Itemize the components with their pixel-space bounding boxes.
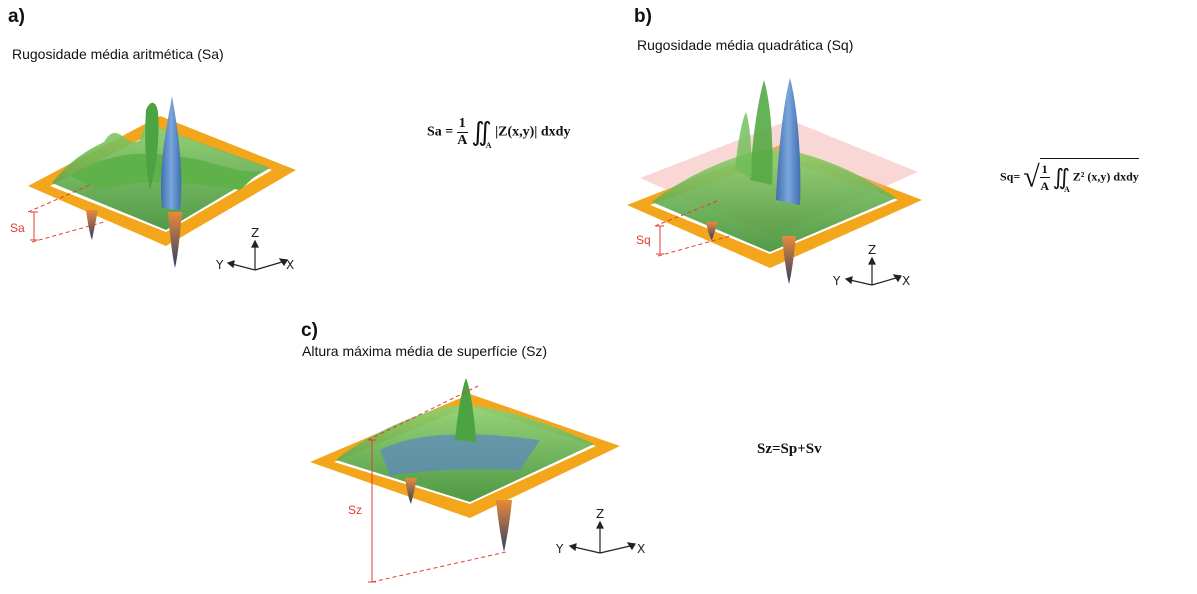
sa-formula-lhs: Sa = — [427, 124, 454, 140]
surface-c-blue — [380, 434, 540, 476]
peak-b — [776, 78, 801, 205]
pit-c-2 — [405, 478, 417, 504]
axis-x-label-b: X — [902, 274, 910, 288]
pit-b-2 — [706, 222, 718, 240]
y-arrow-icon — [226, 260, 235, 269]
surface-b: Sq — [627, 78, 922, 284]
x-axis-c — [599, 545, 631, 554]
peak-a — [160, 96, 182, 210]
peak-a-green — [145, 102, 159, 190]
sq-formula-body: Z² (x,y) dxdy — [1072, 169, 1139, 184]
sa-fraction: 1 A — [456, 116, 468, 149]
axes-a — [226, 239, 288, 271]
sq-formula: Sq= √ 1 A ∬A Z² (x,y) dxdy — [1000, 158, 1139, 195]
z-arrow-icon — [251, 239, 259, 248]
sq-frac-num: 1 — [1039, 162, 1050, 178]
sq-radicand: 1 A ∬A Z² (x,y) dxdy — [1039, 158, 1139, 195]
panel-c-letter: c) — [301, 320, 318, 341]
x-arrow-icon — [892, 274, 902, 283]
sa-frac-num: 1 — [456, 116, 468, 133]
sa-frac-den: A — [457, 133, 468, 148]
axis-z-label-c: Z — [596, 507, 604, 521]
y-axis-b — [849, 279, 873, 286]
panel-b-letter: b) — [634, 6, 652, 27]
peak-c — [455, 378, 476, 442]
panel-c-title: Altura máxima média de superfície (Sz) — [302, 343, 548, 359]
z-arrow-icon — [596, 520, 604, 529]
axis-z-label-b: Z — [868, 243, 876, 257]
x-arrow-icon — [278, 258, 288, 267]
sq-integral-sub: A — [1064, 185, 1070, 195]
z-arrow-icon — [868, 256, 876, 265]
y-arrow-icon — [568, 543, 577, 552]
sq-symbol-label: Sq — [636, 233, 651, 247]
sz-formula: Sz=Sp+Sv — [757, 441, 822, 457]
y-axis-a — [231, 263, 256, 271]
axis-y-label-a: Y — [215, 258, 224, 272]
sa-formula-body: |Z(x,y)| dxdy — [495, 124, 571, 140]
axis-y-label-c: Y — [555, 542, 564, 556]
surface-c: Sz — [310, 378, 620, 583]
axes-b — [844, 256, 902, 286]
peak-b-green — [750, 80, 773, 185]
pit-b — [782, 236, 796, 284]
sq-fraction: 1 A — [1039, 161, 1050, 194]
y-axis-c — [573, 546, 601, 554]
axis-y-label-b: Y — [832, 274, 841, 288]
sqrt-icon: √ — [1023, 160, 1040, 194]
sa-mean-line — [27, 184, 91, 213]
pit-a — [168, 212, 182, 268]
pit-c — [496, 500, 512, 552]
sa-integral-sub: A — [485, 140, 492, 150]
panel-a-title: Rugosidade média aritmética (Sa) — [12, 46, 224, 62]
axis-z-label-a: Z — [251, 226, 259, 240]
pit-a-2 — [86, 210, 98, 240]
panel-a-letter: a) — [8, 6, 25, 27]
axis-x-label-c: X — [637, 542, 645, 556]
y-arrow-icon — [844, 276, 853, 285]
surface-a: Sa — [10, 96, 296, 268]
sa-symbol-label: Sa — [10, 221, 25, 235]
x-arrow-icon — [626, 542, 636, 551]
panel-b-title: Rugosidade média quadrática (Sq) — [637, 37, 854, 53]
x-axis-a — [254, 261, 283, 271]
sq-base-line — [657, 235, 731, 257]
x-axis-b — [871, 277, 897, 286]
sz-symbol-label: Sz — [348, 503, 362, 517]
axes-c — [568, 520, 636, 554]
sq-formula-lhs: Sq= — [1000, 169, 1021, 184]
sz-bottom-line — [371, 551, 507, 583]
sa-base-line — [31, 221, 105, 243]
sq-frac-den: A — [1040, 179, 1049, 193]
sq-mean-line — [654, 199, 721, 227]
peak-b-side — [735, 112, 752, 178]
sa-formula: Sa = 1 A ∬A |Z(x,y)| dxdy — [427, 116, 571, 150]
axis-x-label-a: X — [286, 258, 294, 272]
